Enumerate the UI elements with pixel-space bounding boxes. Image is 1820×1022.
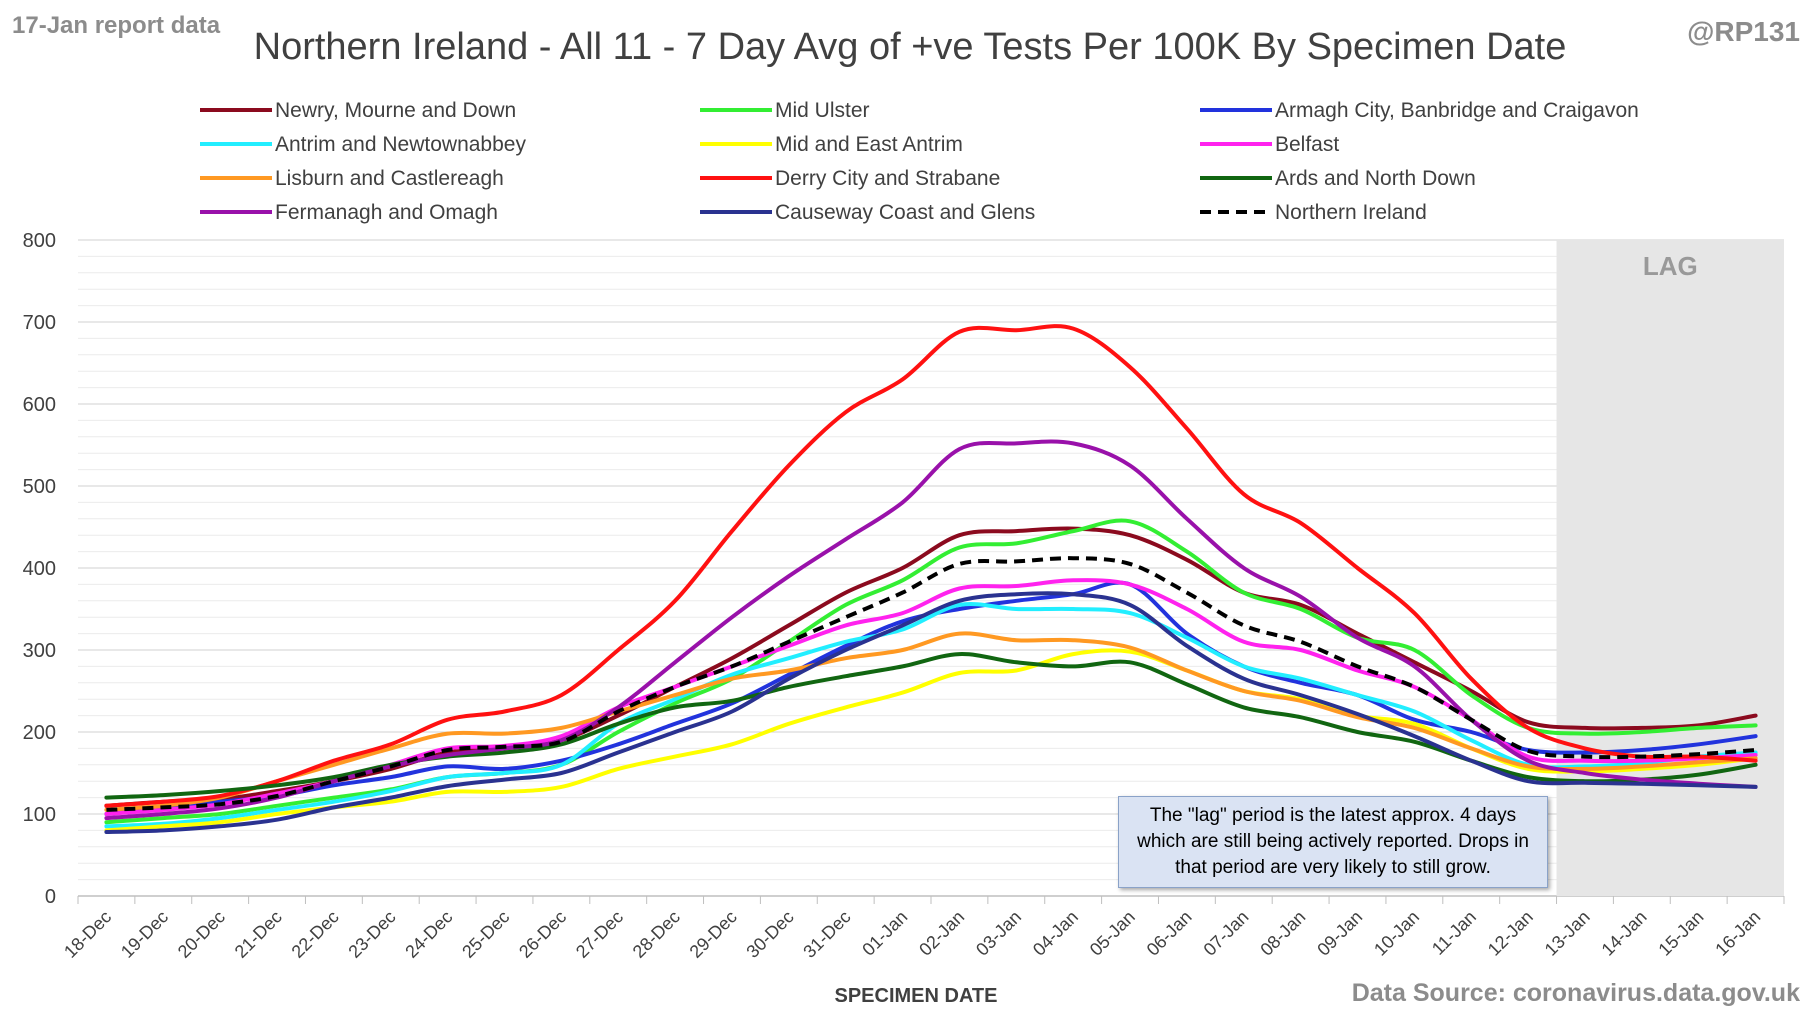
y-tick-label: 500 [23, 476, 56, 498]
x-tick-label: 18-Dec [60, 907, 115, 962]
y-tick-label: 400 [23, 558, 56, 580]
series-line [106, 556, 1756, 812]
legend-label: Fermanagh and Omagh [275, 201, 498, 224]
x-tick-label: 01-Jan [858, 907, 911, 960]
y-axis-ticks: 0 100 200 300 400 500 600 700 800 [23, 230, 56, 908]
x-tick-label: 20-Dec [174, 907, 229, 962]
series-line [104, 526, 1758, 808]
chart-title: Northern Ireland - All 11 - 7 Day Avg of… [253, 26, 1567, 68]
series-lines [104, 324, 1758, 834]
series-line [104, 602, 1758, 829]
legend-label: Antrim and Newtownabbey [275, 133, 526, 156]
legend-label: Lisburn and Castlereagh [275, 167, 504, 190]
lag-shading [1556, 240, 1784, 896]
legend-label: Northern Ireland [1275, 201, 1427, 224]
x-tick-label: 11-Jan [1428, 907, 1480, 959]
y-tick-label: 700 [23, 312, 56, 334]
x-tick-label: 13-Jan [1541, 907, 1594, 960]
x-tick-label: 06-Jan [1143, 907, 1196, 960]
x-tick-label: 31-Dec [799, 907, 854, 962]
lag-note: The "lag" period is the latest approx. 4… [1118, 796, 1548, 888]
x-tick-label: 05-Jan [1086, 907, 1139, 960]
x-tick-label: 12-Jan [1484, 907, 1537, 960]
x-tick-label: 28-Dec [629, 907, 684, 962]
x-tick-label: 16-Jan [1711, 907, 1764, 960]
x-tick-label: 19-Dec [117, 907, 172, 962]
x-tick-label: 22-Dec [288, 907, 343, 962]
y-tick-label: 200 [23, 722, 56, 744]
x-tick-label: 14-Jan [1598, 907, 1651, 960]
x-tick-label: 08-Jan [1256, 907, 1309, 960]
y-tick-label: 0 [45, 886, 56, 908]
legend-label: Derry City and Strabane [775, 167, 1000, 190]
author-handle: @RP131 [1687, 16, 1800, 47]
x-axis-label: SPECIMEN DATE [835, 985, 998, 1007]
lag-label: LAG [1643, 251, 1698, 281]
x-tick-label: 27-Dec [572, 907, 627, 962]
report-date-label: 17-Jan report data [12, 12, 221, 39]
legend-label: Newry, Mourne and Down [275, 99, 516, 122]
y-tick-label: 800 [23, 230, 56, 252]
legend-label: Ards and North Down [1275, 167, 1476, 190]
x-tick-label: 10-Jan [1370, 907, 1423, 960]
x-tick-label: 21-Dec [231, 907, 286, 962]
x-tick-label: 24-Dec [401, 907, 456, 962]
legend-label: Causeway Coast and Glens [775, 201, 1035, 224]
legend-label: Belfast [1275, 133, 1339, 156]
legend-label: Mid Ulster [775, 99, 870, 122]
x-tick-label: 07-Jan [1200, 907, 1253, 960]
lag-zone: LAG [1556, 240, 1784, 896]
x-tick-label: 23-Dec [344, 907, 399, 962]
x-tick-label: 09-Jan [1313, 907, 1366, 960]
x-axis-ticks: 18-Dec 19-Dec 20-Dec 21-Dec 22-Dec 23-Dec 24-D… [60, 896, 1785, 962]
y-tick-label: 100 [23, 804, 56, 826]
y-tick-label: 600 [23, 394, 56, 416]
x-tick-label: 04-Jan [1029, 907, 1082, 960]
x-tick-label: 15-Jan [1654, 907, 1707, 960]
y-tick-label: 300 [23, 640, 56, 662]
series-line [104, 631, 1758, 812]
x-tick-label: 29-Dec [686, 907, 741, 962]
data-source: Data Source: coronavirus.data.gov.uk [1351, 979, 1800, 1007]
legend-label: Armagh City, Banbridge and Craigavon [1275, 99, 1639, 122]
x-tick-label: 03-Jan [972, 907, 1025, 960]
x-tick-label: 30-Dec [742, 907, 797, 962]
x-tick-label: 26-Dec [515, 907, 570, 962]
x-tick-label: 02-Jan [915, 907, 968, 960]
legend: Newry, Mourne and Down Mid Ulster Armagh C… [200, 99, 1639, 224]
series-line [104, 324, 1758, 808]
x-tick-label: 25-Dec [458, 907, 513, 962]
legend-label: Mid and East Antrim [775, 133, 963, 156]
series-line [104, 591, 1758, 834]
